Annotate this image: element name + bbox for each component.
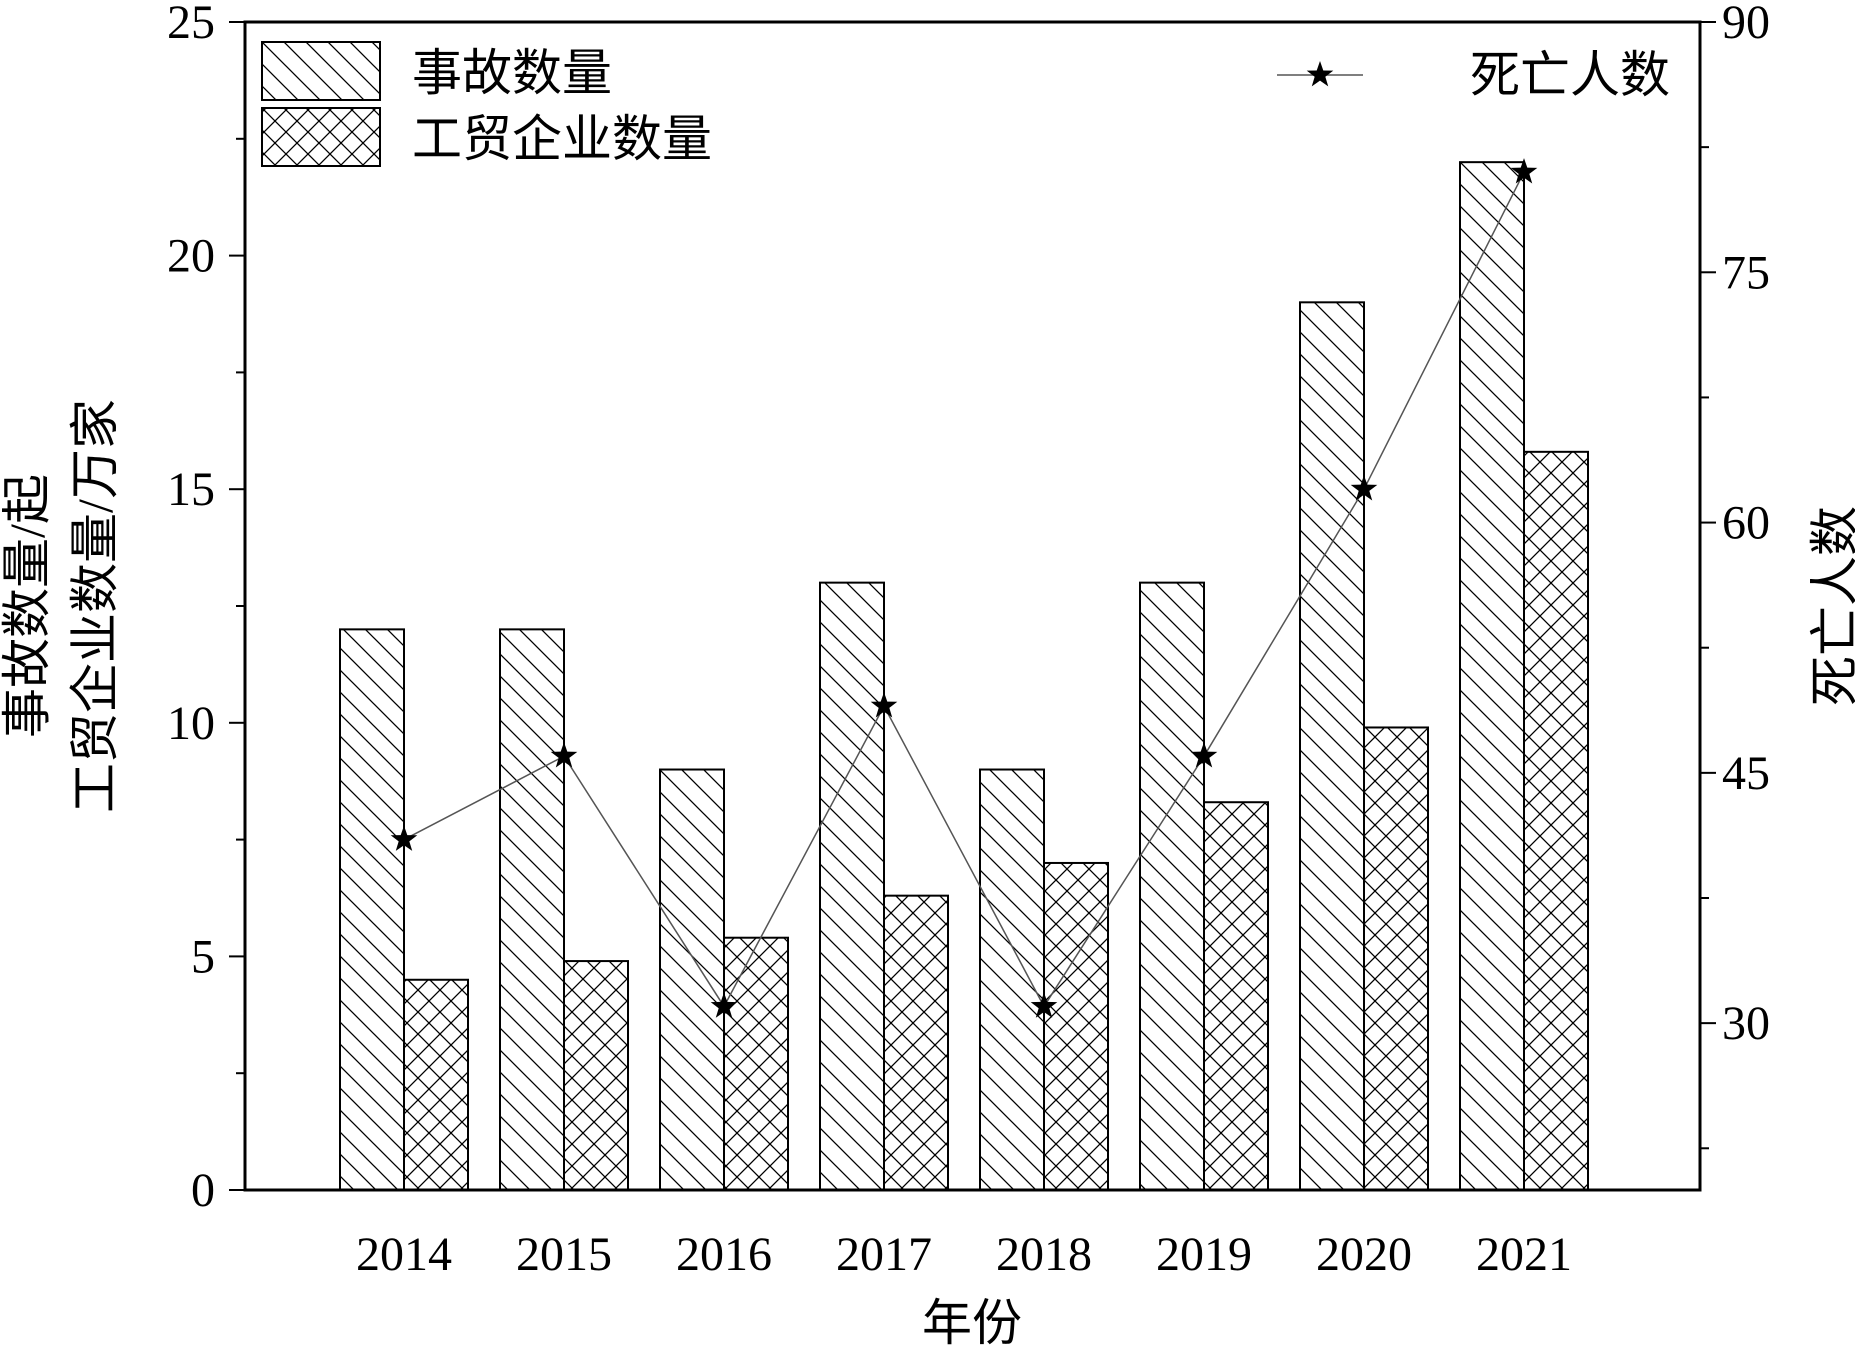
bar-accidents-2021 bbox=[1459, 161, 1525, 1191]
bar-enterprises-2016 bbox=[723, 936, 789, 1191]
bar-enterprises-2020 bbox=[1363, 726, 1429, 1191]
right-tick-label-75: 75 bbox=[1722, 246, 1770, 299]
bar-accidents-2019 bbox=[1139, 581, 1205, 1191]
legend-label-deaths: 死亡人数 bbox=[1470, 47, 1670, 103]
legend-swatch-enterprises bbox=[261, 107, 381, 167]
x-tick-label-2020: 2020 bbox=[1316, 1228, 1412, 1281]
marker-deaths-2014 bbox=[390, 825, 418, 851]
marker-deaths-2016 bbox=[710, 992, 738, 1018]
left-tick-label-5: 5 bbox=[191, 930, 215, 983]
x-tick-label-2017: 2017 bbox=[836, 1228, 932, 1281]
bars-layer bbox=[339, 161, 1589, 1192]
legend-line: 死亡人数 bbox=[1277, 47, 1670, 103]
x-tick-label-2021: 2021 bbox=[1476, 1228, 1572, 1281]
legend-swatch-accidents bbox=[261, 41, 381, 101]
bar-enterprises-2019 bbox=[1203, 801, 1269, 1191]
x-axis-title: 年份 bbox=[922, 1295, 1022, 1346]
marker-deaths-2020 bbox=[1350, 475, 1378, 501]
right-tick-label-60: 60 bbox=[1722, 497, 1770, 550]
x-tick-label-2019: 2019 bbox=[1156, 1228, 1252, 1281]
y-axis-left-title-line1: 事故数量/起 bbox=[0, 474, 55, 738]
left-tick-label-15: 15 bbox=[167, 463, 215, 516]
bar-enterprises-2014 bbox=[403, 978, 469, 1192]
line-deaths bbox=[403, 171, 1525, 1008]
bar-accidents-2016 bbox=[659, 768, 725, 1192]
marker-deaths-2019 bbox=[1190, 742, 1218, 768]
legend-bars: 事故数量 工贸企业数量 bbox=[261, 41, 712, 167]
x-tick-label-2018: 2018 bbox=[996, 1228, 1092, 1281]
legend-label-accidents: 事故数量 bbox=[412, 45, 612, 101]
x-tick-label-2014: 2014 bbox=[356, 1228, 452, 1281]
left-tick-label-25: 25 bbox=[167, 0, 215, 49]
bar-enterprises-2015 bbox=[563, 960, 629, 1192]
left-tick-label-20: 20 bbox=[167, 230, 215, 283]
bar-enterprises-2021 bbox=[1523, 450, 1589, 1192]
marker-deaths-2021 bbox=[1510, 158, 1538, 184]
x-tick-label-2016: 2016 bbox=[676, 1228, 772, 1281]
marker-deaths-2017 bbox=[870, 692, 898, 718]
line-layer bbox=[390, 158, 1538, 1018]
bar-enterprises-2017 bbox=[883, 894, 949, 1191]
bar-accidents-2014 bbox=[339, 628, 405, 1191]
y-axis-left-title-line2: 工贸企业数量/万家 bbox=[67, 399, 123, 813]
bar-enterprises-2018 bbox=[1043, 861, 1109, 1192]
bar-accidents-2018 bbox=[979, 768, 1045, 1192]
legend-star-marker bbox=[1306, 61, 1334, 87]
bar-accidents-2020 bbox=[1299, 301, 1365, 1191]
right-tick-label-45: 45 bbox=[1722, 747, 1770, 800]
left-tick-label-0: 0 bbox=[191, 1164, 215, 1217]
right-tick-label-90: 90 bbox=[1722, 0, 1770, 49]
bar-accidents-2015 bbox=[499, 628, 565, 1191]
marker-deaths-2018 bbox=[1030, 992, 1058, 1018]
bar-accidents-2017 bbox=[819, 581, 885, 1191]
marker-deaths-2015 bbox=[550, 742, 578, 768]
ticks-layer: 0 5 10 15 20 25 30 45 60 75 90 2014 2015 2016 2017 2018… bbox=[167, 0, 1770, 1281]
left-tick-label-10: 10 bbox=[167, 697, 215, 750]
right-tick-label-30: 30 bbox=[1722, 997, 1770, 1050]
y-axis-right-title: 死亡人数 bbox=[1807, 506, 1855, 706]
x-tick-label-2015: 2015 bbox=[516, 1228, 612, 1281]
legend-label-enterprises: 工贸企业数量 bbox=[412, 111, 712, 167]
